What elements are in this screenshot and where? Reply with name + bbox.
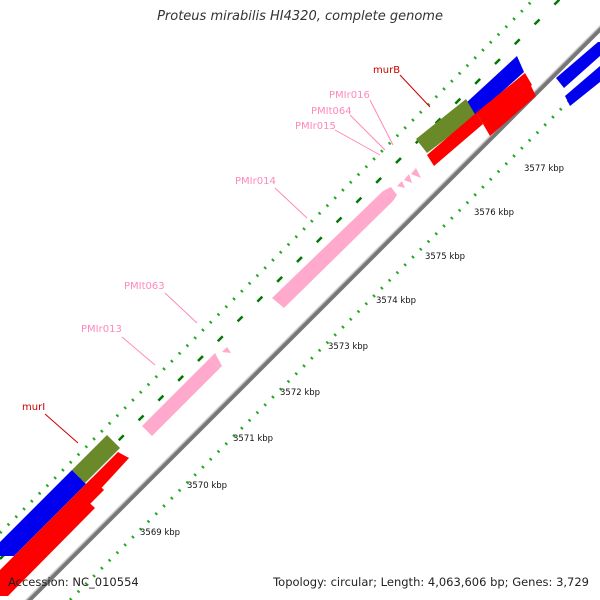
murI-green-bar: [72, 435, 120, 483]
murB-blue-bar: [466, 56, 524, 117]
tick-label: 3570 kbp: [187, 481, 227, 491]
murB-red-bar: [427, 113, 483, 166]
outer-dot-track: [0, 0, 536, 535]
tick-label: 3571 kbp: [233, 434, 273, 444]
PMIr015-bar: [397, 181, 405, 188]
label-PMIr015: PMIr015: [295, 121, 336, 132]
PMIr014-bar: [272, 191, 393, 308]
tick-label: 3573 kbp: [328, 342, 368, 352]
edge-blue-bar-2: [565, 66, 600, 106]
murI-red-arrow: [86, 452, 129, 495]
tick-label: 3577 kbp: [524, 164, 564, 174]
murB-green-bar: [416, 99, 476, 153]
tick-label: 3576 kbp: [474, 208, 514, 218]
label-PMIr016: PMIr016: [329, 90, 370, 101]
PMIr013-bar: [142, 358, 220, 436]
accession-text: Accession: NC_010554: [8, 575, 139, 589]
label-PMIr014: PMIr014: [235, 176, 276, 187]
PMIt064-bar: [404, 174, 412, 183]
outer-dash-track: [0, 0, 561, 560]
tick-label: 3575 kbp: [425, 252, 465, 262]
label-murB: murB: [373, 65, 400, 76]
genome-summary: Topology: circular; Length: 4,063,606 bp…: [273, 575, 589, 589]
label-PMIt063: PMIt063: [124, 281, 165, 292]
label-PMIr013: PMIr013: [81, 324, 122, 335]
edge-blue-bar-1: [556, 42, 600, 88]
tick-label: 3574 kbp: [376, 296, 416, 306]
inner-dot-track: [68, 68, 600, 600]
PMIr016-bar: [411, 168, 421, 178]
tick-label: 3572 kbp: [280, 388, 320, 398]
label-PMIt064: PMIt064: [311, 106, 352, 117]
PMIt063-bar: [222, 347, 231, 353]
murI-blue-bar: [0, 470, 86, 556]
map-title: Proteus mirabilis HI4320, complete genom…: [157, 9, 443, 24]
murB-red-arrow: [476, 73, 532, 124]
label-murI: murI: [22, 402, 45, 413]
tick-label: 3569 kbp: [140, 528, 180, 538]
